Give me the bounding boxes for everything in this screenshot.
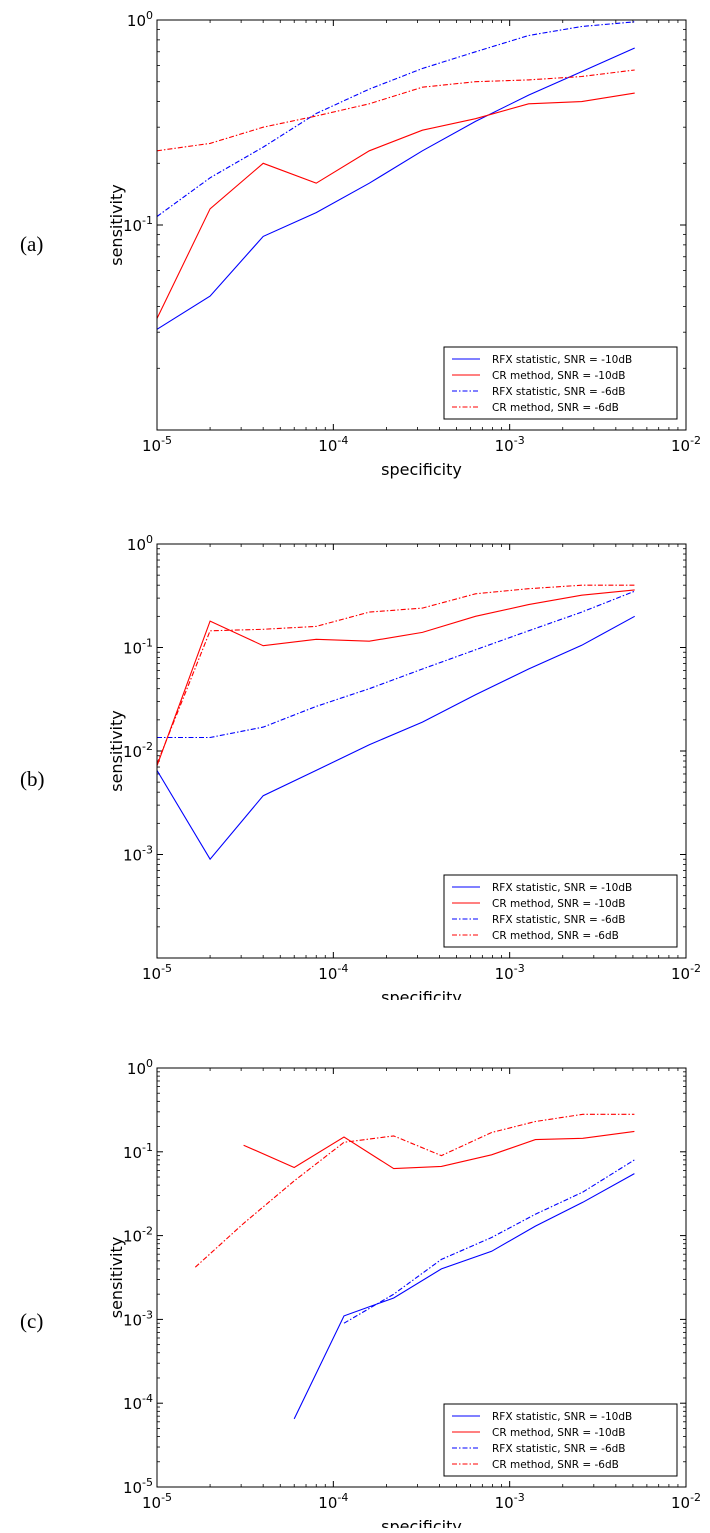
x-tick-label: 10-5 xyxy=(142,434,172,455)
series-line xyxy=(156,69,635,152)
y-tick-label: 10-3 xyxy=(123,1308,153,1329)
x-tick-label: 10-3 xyxy=(495,1491,525,1512)
x-tick-label: 10-3 xyxy=(495,434,525,455)
figure-panel-a: (a) 10-5 10-4 10-3 10-2 10-1 100 specificity se… xyxy=(0,0,710,480)
x-tick-label: 10-4 xyxy=(318,1491,348,1512)
legend-label: RFX statistic, SNR = -10dB xyxy=(492,354,632,366)
x-tick-label: 10-2 xyxy=(671,434,701,455)
series-line xyxy=(156,584,635,765)
y-tick-label: 100 xyxy=(127,9,153,30)
legend-label: CR method, SNR = -10dB xyxy=(492,898,626,910)
x-tick-label: 10-3 xyxy=(495,962,525,983)
y-tick-label: 10-5 xyxy=(123,1476,153,1497)
chart-a: 10-5 10-4 10-3 10-2 10-1 100 specificity sensit… xyxy=(107,9,701,479)
legend-label: CR method, SNR = -6dB xyxy=(492,1459,619,1471)
y-tick-label: 100 xyxy=(127,533,153,554)
legend-label: RFX statistic, SNR = -6dB xyxy=(492,914,626,926)
x-tick-label: 10-5 xyxy=(142,962,172,983)
y-tick-label: 10-1 xyxy=(123,637,153,658)
series-line xyxy=(156,92,635,319)
series-line xyxy=(343,1159,635,1324)
chart-b: 10-5 10-4 10-3 10-2 10-3 10-2 10-1 100 specifici… xyxy=(107,533,701,1007)
x-tick-label: 10-5 xyxy=(142,1491,172,1512)
legend-label: RFX statistic, SNR = -6dB xyxy=(492,1443,626,1455)
series-line xyxy=(156,47,635,330)
panel-label: (c) xyxy=(20,1309,44,1333)
x-axis-label: specificity xyxy=(381,1517,462,1528)
y-tick-label: 100 xyxy=(127,1057,153,1078)
y-axis-label: sensitivity xyxy=(107,1237,126,1318)
legend-label: RFX statistic, SNR = -6dB xyxy=(492,386,626,398)
legend: RFX statistic, SNR = -10dB CR method, SNR… xyxy=(443,874,678,948)
y-tick-label: 10-4 xyxy=(123,1392,153,1413)
y-tick-label: 10-3 xyxy=(123,844,153,865)
legend-label: CR method, SNR = -10dB xyxy=(492,1427,626,1439)
x-tick-label: 10-4 xyxy=(318,434,348,455)
x-tick-label: 10-4 xyxy=(318,962,348,983)
x-tick-label: 10-2 xyxy=(671,962,701,983)
legend-label: CR method, SNR = -6dB xyxy=(492,930,619,942)
plot-frame xyxy=(156,19,687,431)
figure-panel-b: (b) 10-5 10-4 10-3 10-2 10-3 10-2 10-1 100 speci… xyxy=(0,520,710,1007)
panel-label: (a) xyxy=(20,232,44,256)
legend: RFX statistic, SNR = -10dB CR method, SNR… xyxy=(443,1403,678,1477)
series-line xyxy=(194,1113,635,1268)
x-tick-label: 10-2 xyxy=(671,1491,701,1512)
series-line xyxy=(293,1173,635,1420)
legend-label: CR method, SNR = -6dB xyxy=(492,402,619,414)
y-tick-label: 10-1 xyxy=(123,1141,153,1162)
legend-box xyxy=(443,1403,678,1477)
y-axis-label: sensitivity xyxy=(107,710,126,791)
y-tick-label: 10-2 xyxy=(123,740,153,761)
x-axis-label: specificity xyxy=(381,460,462,479)
legend: RFX statistic, SNR = -10dB CR method, SNR… xyxy=(443,346,678,420)
y-axis-label: sensitivity xyxy=(107,184,126,265)
chart-c: 10-5 10-4 10-3 10-2 10-5 10-4 10-3 10-2 10-1 100 s… xyxy=(107,1057,701,1533)
plot-frame xyxy=(156,1067,687,1488)
series-line xyxy=(157,590,635,739)
legend-box xyxy=(443,346,678,420)
series-line xyxy=(156,21,635,217)
legend-label: RFX statistic, SNR = -10dB xyxy=(492,1411,632,1423)
series-line xyxy=(156,615,635,861)
x-axis-label: specificity xyxy=(381,988,462,1000)
legend-box xyxy=(443,874,678,948)
legend-label: CR method, SNR = -10dB xyxy=(492,370,626,382)
plot-frame xyxy=(156,543,687,959)
y-tick-label: 10-2 xyxy=(123,1225,153,1246)
y-tick-label: 10-1 xyxy=(123,214,153,235)
legend-label: RFX statistic, SNR = -10dB xyxy=(492,882,632,894)
figure-panel-c: (c) 10-5 10-4 10-3 10-2 10-5 10-4 10-3 10-2 10-1… xyxy=(0,1040,710,1533)
series-line xyxy=(243,1130,635,1170)
series-line xyxy=(156,589,635,766)
panel-label: (b) xyxy=(20,767,45,791)
